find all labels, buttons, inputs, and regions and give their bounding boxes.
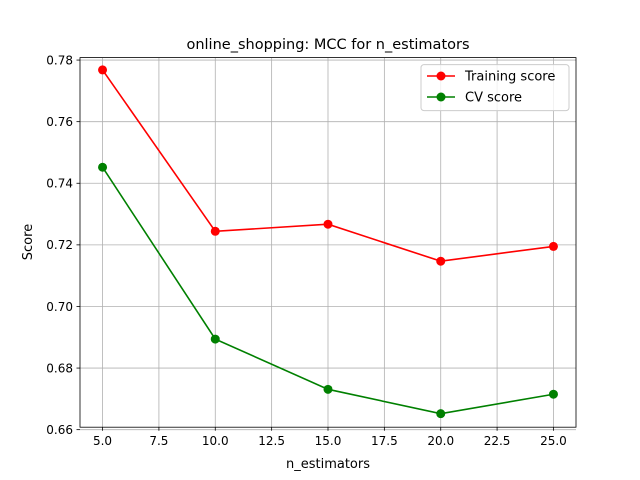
legend-entry-training: Training score (427, 70, 555, 85)
data-point (98, 162, 108, 172)
y-tick-label: 0.68 (46, 361, 73, 375)
y-axis-ticks: 0.66 0.68 0.70 0.72 0.74 0.76 0.78 (46, 53, 80, 437)
data-point (436, 256, 446, 266)
data-series (98, 65, 558, 419)
data-point (210, 226, 220, 236)
series-training-score (98, 65, 558, 266)
y-tick-label: 0.72 (46, 238, 73, 252)
legend-label-cv: CV score (465, 91, 522, 106)
data-point (548, 389, 558, 399)
data-point (436, 409, 446, 419)
x-tick-label: 17.5 (371, 434, 398, 448)
x-tick-label: 12.5 (258, 434, 285, 448)
data-point (323, 219, 333, 229)
x-tick-label: 15.0 (315, 434, 342, 448)
x-axis-ticks: 5.0 7.5 10.0 12.5 15.0 17.5 20.0 22.5 25.0 (93, 427, 567, 448)
data-point (548, 241, 558, 251)
legend-label-training: Training score (464, 70, 555, 85)
x-tick-label: 25.0 (540, 434, 567, 448)
legend-box (420, 64, 570, 112)
series-cv-score (98, 162, 558, 419)
legend-entry-cv: CV score (427, 91, 522, 106)
legend: Training score CV score (420, 64, 570, 112)
y-axis-label: Score (21, 224, 36, 260)
legend-marker-cv (436, 92, 446, 102)
x-axis-label: n_estimators (286, 457, 370, 472)
x-tick-label: 5.0 (93, 434, 112, 448)
y-tick-label: 0.78 (46, 53, 73, 67)
x-tick-label: 10.0 (202, 434, 229, 448)
y-tick-label: 0.66 (46, 423, 73, 437)
y-tick-label: 0.74 (46, 177, 73, 191)
legend-marker-training (436, 71, 446, 81)
y-tick-label: 0.76 (46, 115, 73, 129)
x-tick-label: 7.5 (149, 434, 168, 448)
data-point (98, 65, 108, 75)
x-tick-label: 22.5 (484, 434, 511, 448)
x-tick-label: 20.0 (427, 434, 454, 448)
data-point (323, 384, 333, 394)
chart-title: online_shopping: MCC for n_estimators (186, 37, 469, 53)
data-point (210, 334, 220, 344)
y-tick-label: 0.70 (46, 300, 73, 314)
